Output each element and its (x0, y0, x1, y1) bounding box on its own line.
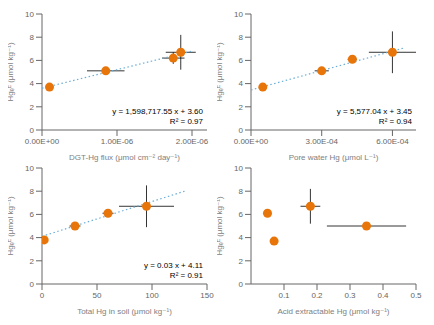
svg-text:2: 2 (30, 103, 35, 112)
svg-text:6: 6 (239, 210, 244, 219)
svg-text:10: 10 (25, 164, 34, 173)
svg-text:8: 8 (30, 33, 35, 42)
svg-text:0: 0 (30, 280, 35, 289)
svg-text:0.3: 0.3 (344, 291, 356, 300)
svg-text:2: 2 (239, 257, 244, 266)
html-text:R² = 0.97: R² = 0.97 (169, 117, 203, 126)
svg-text:0: 0 (239, 126, 244, 135)
svg-text:Acid extractable Hg (μmol kg⁻¹: Acid extractable Hg (μmol kg⁻¹) (278, 307, 390, 316)
svg-text:50: 50 (93, 291, 102, 300)
html-text:R² = 0.91: R² = 0.91 (169, 271, 203, 280)
svg-text:8: 8 (239, 33, 244, 42)
svg-text:Hgₑᴱ (μmol kg⁻¹): Hgₑᴱ (μmol kg⁻¹) (8, 196, 15, 255)
html-text:y = 5,577.04 x + 3.45: y = 5,577.04 x + 3.45 (336, 107, 412, 116)
html-text:R² = 0.94: R² = 0.94 (378, 117, 412, 126)
svg-text:6: 6 (30, 56, 35, 65)
svg-text:2: 2 (239, 103, 244, 112)
svg-text:Pore water Hg (μmol L⁻¹): Pore water Hg (μmol L⁻¹) (289, 153, 379, 162)
html-text:y = 0.03 x + 4.11: y = 0.03 x + 4.11 (144, 261, 203, 270)
svg-text:8: 8 (30, 187, 35, 196)
svg-text:0: 0 (239, 280, 244, 289)
svg-text:Hgₑᴱ (μmol kg⁻¹): Hgₑᴱ (μmol kg⁻¹) (217, 42, 224, 101)
svg-text:0: 0 (30, 126, 35, 135)
svg-text:Total Hg in soil (μmol kg⁻¹): Total Hg in soil (μmol kg⁻¹) (77, 307, 172, 316)
svg-text:4: 4 (239, 79, 244, 88)
svg-text:0.1: 0.1 (278, 291, 290, 300)
svg-text:10: 10 (25, 10, 34, 19)
svg-text:4: 4 (30, 233, 35, 242)
svg-text:0.2: 0.2 (311, 291, 323, 300)
svg-text:6.00E-04: 6.00E-04 (376, 137, 409, 146)
svg-text:6: 6 (239, 56, 244, 65)
svg-text:10: 10 (234, 10, 243, 19)
svg-text:150: 150 (200, 291, 214, 300)
svg-text:10: 10 (234, 164, 243, 173)
svg-text:4: 4 (239, 233, 244, 242)
svg-text:0.5: 0.5 (410, 291, 422, 300)
svg-text:6: 6 (30, 210, 35, 219)
html-text:y = 1,598,717.55 x + 3.60: y = 1,598,717.55 x + 3.60 (112, 107, 203, 116)
svg-text:0: 0 (40, 291, 45, 300)
svg-text:0.00E+00: 0.00E+00 (234, 137, 269, 146)
svg-text:DGT-Hg flux (μmol cm⁻² day⁻¹): DGT-Hg flux (μmol cm⁻² day⁻¹) (69, 153, 180, 162)
svg-text:2.00E-06: 2.00E-06 (176, 137, 209, 146)
svg-text:4: 4 (30, 79, 35, 88)
svg-text:0.00E+00: 0.00E+00 (25, 137, 60, 146)
svg-text:8: 8 (239, 187, 244, 196)
svg-text:100: 100 (145, 291, 159, 300)
svg-text:0.4: 0.4 (377, 291, 389, 300)
svg-text:Hgₑᴱ (μmol kg⁻¹): Hgₑᴱ (μmol kg⁻¹) (217, 196, 224, 255)
svg-text:2: 2 (30, 257, 35, 266)
svg-text:3.00E-04: 3.00E-04 (305, 137, 338, 146)
svg-text:Hgₑᴱ (μmol kg⁻¹): Hgₑᴱ (μmol kg⁻¹) (8, 42, 15, 101)
svg-text:1.00E-06: 1.00E-06 (101, 137, 134, 146)
